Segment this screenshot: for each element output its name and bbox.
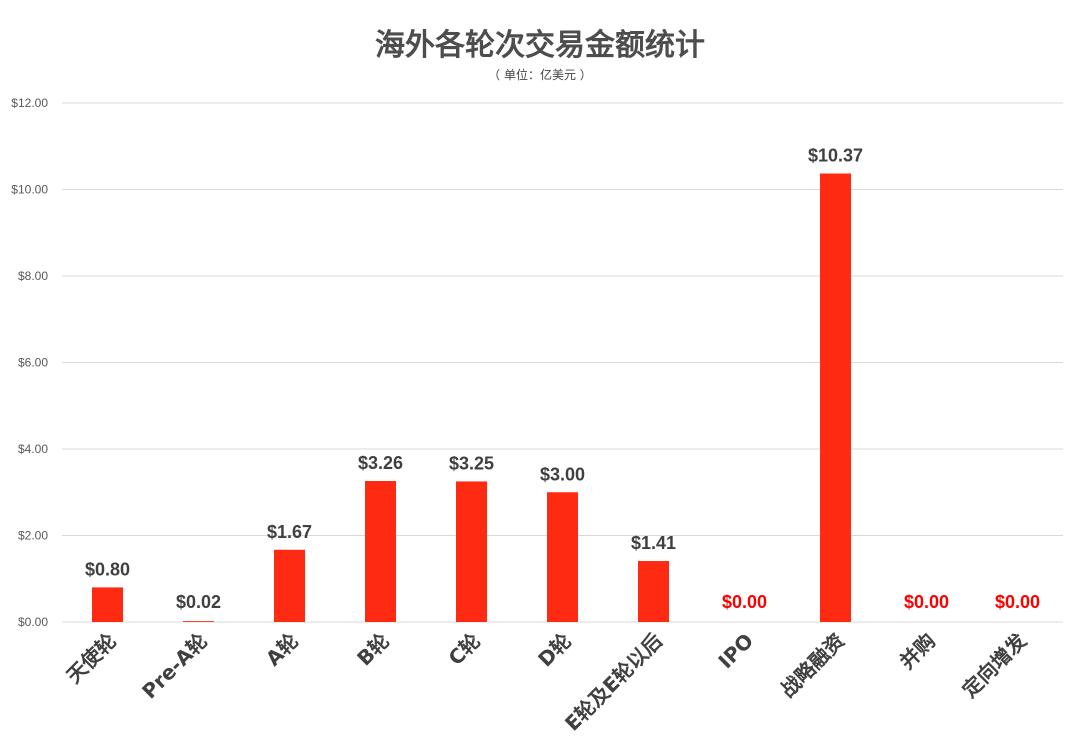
data-label: $1.41 (631, 533, 676, 553)
x-tick-label: 定向增发 (957, 628, 1031, 702)
y-tick-label: $12.00 (11, 96, 48, 110)
data-label: $0.80 (85, 559, 130, 579)
x-tick-label: B轮 (352, 629, 394, 671)
x-tick-label: A轮 (261, 629, 303, 671)
bar (92, 587, 123, 622)
x-tick-label: 并购 (895, 629, 940, 674)
data-label: $0.00 (722, 592, 767, 612)
bars (92, 173, 851, 622)
bar (820, 173, 851, 622)
bar (274, 549, 305, 622)
data-label: $0.00 (995, 592, 1040, 612)
x-tick-label: Pre-A轮 (137, 629, 212, 704)
x-tick-label: IPO (713, 629, 758, 674)
chart-title: 海外各轮次交易金额统计 (375, 28, 705, 63)
y-axis-ticks: $0.00 $2.00 $4.00 $6.00 $8.00 $10.00 $12.00 (11, 96, 48, 629)
data-label: $3.26 (358, 453, 403, 473)
y-tick-label: $0.00 (18, 615, 48, 629)
chart-subtitle: （ 单位：亿美元 ） (488, 68, 592, 82)
bar (365, 481, 396, 622)
y-tick-label: $10.00 (11, 183, 48, 197)
y-tick-label: $2.00 (18, 529, 48, 543)
bar (183, 621, 214, 622)
data-labels: $0.80 $0.02 $1.67 $3.26 $3.25 $3.00 $1.41 $0.00… (85, 145, 1040, 612)
data-label: $3.00 (540, 464, 585, 484)
x-tick-label: 天使轮 (62, 629, 121, 688)
data-label: $3.25 (449, 453, 494, 473)
data-label: $0.02 (176, 592, 221, 612)
x-tick-label: E轮及E轮以后 (560, 629, 667, 736)
x-tick-label: 战略融资 (775, 629, 849, 703)
x-tick-label: C轮 (444, 629, 485, 670)
y-tick-label: $8.00 (18, 269, 48, 283)
data-label: $10.37 (808, 145, 863, 165)
bar (547, 492, 578, 622)
x-tick-label: D轮 (533, 629, 576, 672)
bar (638, 561, 669, 622)
y-tick-label: $6.00 (18, 356, 48, 370)
data-label: $0.00 (904, 592, 949, 612)
y-tick-label: $4.00 (18, 442, 48, 456)
bar (456, 481, 487, 622)
data-label: $1.67 (267, 522, 312, 542)
